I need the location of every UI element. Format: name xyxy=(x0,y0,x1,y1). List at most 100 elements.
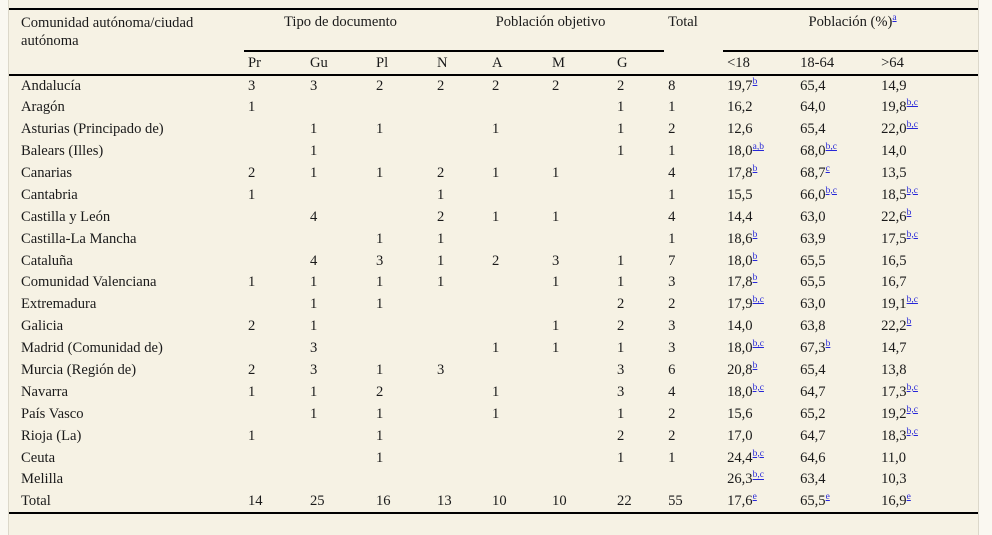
value-cell: 2 xyxy=(552,77,560,94)
value-cell: 1 xyxy=(617,143,625,160)
table-row: Asturias (Principado de) 1 1 1 1 2 12,6 65,4 22,… xyxy=(9,119,978,141)
footnote-ref[interactable]: b,c xyxy=(906,229,918,240)
value-cell: 1 xyxy=(376,296,384,313)
value-cell: 10 xyxy=(548,490,614,514)
footnote-ref[interactable]: b,c xyxy=(752,448,764,459)
value-cell: 11,0 xyxy=(881,449,907,466)
value-cell xyxy=(372,206,433,228)
value-cell: 16,9e xyxy=(877,490,979,514)
region-name-cell: Castilla-La Mancha xyxy=(21,230,137,247)
value-cell xyxy=(433,447,488,469)
region-name-cell: Ceuta xyxy=(21,449,56,466)
value-cell xyxy=(306,425,372,447)
footnote-ref[interactable]: b,c xyxy=(906,426,918,437)
footnote-ref[interactable]: b xyxy=(752,164,758,175)
col-header-m: M xyxy=(548,51,614,76)
value-cell: 1 xyxy=(552,208,560,225)
value-cell xyxy=(548,119,613,141)
value-cell: 1 xyxy=(310,274,318,291)
footnote-ref[interactable]: b xyxy=(752,273,758,284)
value-cell: 1 xyxy=(668,143,676,160)
value-cell: 17,0 xyxy=(727,427,753,444)
footnote-ref[interactable]: b xyxy=(906,207,912,218)
footnote-ref[interactable]: b,c xyxy=(825,186,837,197)
footnote-ref[interactable]: b,c xyxy=(825,142,837,153)
footnote-ref-a[interactable]: a xyxy=(892,13,897,24)
value-cell: 65,4 xyxy=(800,362,826,379)
footnote-ref[interactable]: b,c xyxy=(752,295,764,306)
table-row: Galicia 2 1 1 2 3 14,0 63,8 22,2b xyxy=(9,316,978,338)
value-cell xyxy=(433,338,488,360)
region-name-cell: Rioja (La) xyxy=(21,427,82,444)
value-cell: 19,2b,c xyxy=(881,404,918,422)
footnote-ref[interactable]: b xyxy=(825,339,831,350)
value-cell: 17,8b xyxy=(727,164,758,181)
footnote-ref[interactable]: b,c xyxy=(906,383,918,394)
footnote-ref[interactable]: e xyxy=(752,492,757,502)
table-row: Madrid (Comunidad de) 3 1 1 1 3 18,0b,c 67,3b 14… xyxy=(9,338,978,360)
col-header-lt18: <18 xyxy=(723,51,797,76)
footnote-ref[interactable]: b xyxy=(752,251,758,262)
table-row: Ceuta 1 1 1 24,4b,c 64,6 11,0 xyxy=(9,447,978,469)
col-header-18-64: 18-64 xyxy=(796,51,878,76)
footnote-ref[interactable]: b,c xyxy=(906,120,918,131)
value-cell: 3 xyxy=(248,77,256,94)
footnote-ref[interactable]: b xyxy=(752,229,758,240)
footnote-ref[interactable]: b,c xyxy=(906,404,918,415)
paper-table-region: Comunidad autónoma/ciudad autónoma Tipo … xyxy=(8,0,979,535)
value-cell: 26,3b,c xyxy=(727,470,764,488)
value-cell: 1 xyxy=(376,274,384,291)
footnote-ref[interactable]: b,c xyxy=(752,339,764,350)
value-cell: 16,7 xyxy=(881,274,907,291)
footnote-ref[interactable]: b,c xyxy=(906,186,918,197)
value-cell: 55 xyxy=(664,490,724,514)
table-row: Castilla-La Mancha 1 1 1 18,6b 63,9 17,5b,c xyxy=(9,228,978,250)
footnote-ref[interactable]: b,c xyxy=(752,470,764,481)
footnote-ref[interactable]: b xyxy=(752,77,758,88)
value-cell: 10,3 xyxy=(881,471,907,488)
table-header: Comunidad autónoma/ciudad autónoma Tipo … xyxy=(9,9,979,76)
region-name-cell: Castilla y León xyxy=(21,208,111,225)
value-cell xyxy=(613,228,664,250)
value-cell xyxy=(488,141,548,163)
footnote-ref[interactable]: b,c xyxy=(752,383,764,394)
footnote-ref[interactable]: e xyxy=(825,492,830,502)
value-cell: 2 xyxy=(617,77,625,94)
footnote-ref[interactable]: b,c xyxy=(906,295,918,306)
value-cell: 17,8b xyxy=(727,273,758,291)
value-cell xyxy=(306,447,372,469)
value-cell: 1 xyxy=(552,340,560,357)
value-cell xyxy=(433,294,488,316)
value-cell: 17,6e xyxy=(723,490,797,514)
value-cell: 1 xyxy=(492,383,500,400)
footnote-ref[interactable]: e xyxy=(906,492,911,502)
value-cell: 1 xyxy=(376,165,384,181)
region-name-cell: Comunidad Valenciana xyxy=(21,274,157,291)
footnote-ref[interactable]: c xyxy=(825,164,830,175)
value-cell xyxy=(433,316,488,338)
value-cell: 24,4b,c xyxy=(727,448,764,466)
value-cell xyxy=(488,360,548,382)
table-row: Murcia (Región de) 2 3 1 3 3 6 20,8b 65,4 13,8 xyxy=(9,360,978,382)
value-cell: 65,5 xyxy=(800,252,826,269)
footnote-ref[interactable]: b xyxy=(752,361,758,372)
value-cell: 14,7 xyxy=(881,340,907,357)
value-cell xyxy=(488,316,548,338)
value-cell: 18,0a,b xyxy=(727,142,764,160)
value-cell xyxy=(613,163,664,185)
value-cell: 13,8 xyxy=(881,362,907,379)
value-cell: 1 xyxy=(376,121,384,138)
region-name-cell: Cantabria xyxy=(21,186,78,203)
footnote-ref[interactable]: b xyxy=(906,317,912,328)
value-cell: 1 xyxy=(248,383,256,400)
footnote-ref[interactable]: b,c xyxy=(906,98,918,109)
value-cell: 14,4 xyxy=(727,208,753,225)
region-name-cell: Melilla xyxy=(21,471,64,488)
value-cell: 3 xyxy=(310,77,318,94)
value-cell: 3 xyxy=(310,340,318,357)
footnote-ref[interactable]: a,b xyxy=(752,142,764,153)
value-cell xyxy=(488,425,548,447)
value-cell: 19,7b xyxy=(727,77,758,94)
table-row: Balears (Illes) 1 1 1 18,0a,b 68,0b,c 14,0 xyxy=(9,141,978,163)
value-cell: 1 xyxy=(376,427,384,444)
